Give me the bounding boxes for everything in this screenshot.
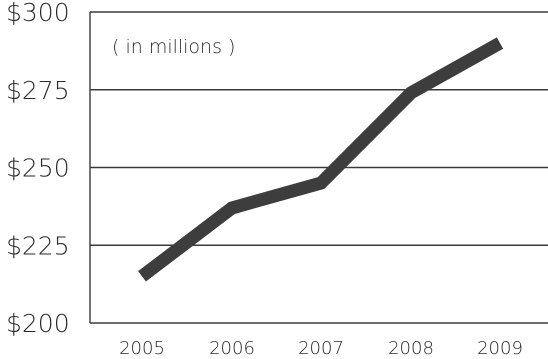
x-tick-label: 2005 bbox=[119, 338, 165, 359]
axes bbox=[89, 12, 548, 324]
x-tick-label: 2006 bbox=[209, 338, 255, 359]
x-axis-tick-labels: 2005 2006 2007 2008 2009 bbox=[119, 338, 523, 359]
y-axis-tick-labels: $300 $275 $250 $225 $200 bbox=[6, 0, 70, 338]
series bbox=[138, 37, 504, 282]
x-tick-label: 2009 bbox=[477, 338, 523, 359]
series-line bbox=[138, 37, 504, 282]
x-tick-label: 2007 bbox=[298, 338, 344, 359]
y-tick-label: $250 bbox=[6, 154, 70, 183]
y-tick-label: $225 bbox=[6, 231, 70, 260]
y-tick-label: $275 bbox=[6, 76, 70, 105]
grid-lines bbox=[90, 11, 548, 246]
y-tick-label: $300 bbox=[6, 0, 70, 27]
x-tick-label: 2008 bbox=[388, 338, 434, 359]
units-annotation: ( in millions ) bbox=[112, 36, 235, 58]
y-tick-label: $200 bbox=[6, 309, 70, 338]
